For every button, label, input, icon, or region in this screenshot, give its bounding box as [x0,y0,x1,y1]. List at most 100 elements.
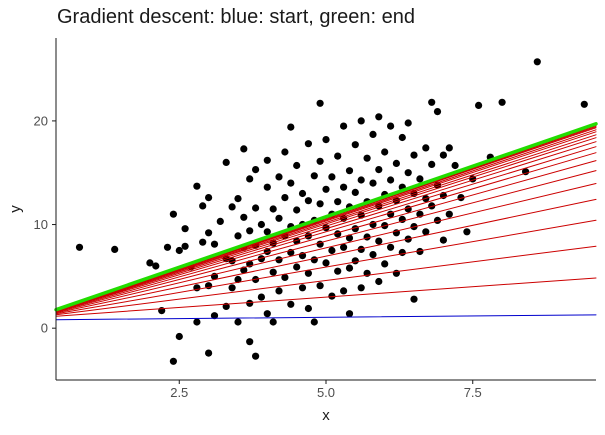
data-point [316,200,324,208]
data-point [199,238,207,246]
data-point [263,310,271,318]
data-point [304,197,312,205]
end-line [54,122,598,312]
data-point [369,130,377,138]
data-point [205,229,213,237]
data-point [375,277,383,286]
iteration-line [55,277,597,317]
data-point [357,117,365,125]
data-point [457,194,465,202]
data-point [257,220,265,229]
y-tick-label: 20 [34,113,48,128]
data-point [463,228,471,236]
data-point [439,151,447,159]
data-point [146,259,154,267]
data-point [433,108,442,116]
data-point [439,236,447,244]
y-tick-label: 10 [34,217,48,232]
data-point [392,159,400,167]
iteration-line [55,219,597,315]
iteration-line [55,146,597,312]
data-point [475,101,483,109]
data-point [199,202,207,210]
x-axis-title: x [322,407,330,424]
data-point [316,99,324,107]
data-point [252,166,260,174]
data-point [246,175,254,183]
fit-lines [54,122,598,321]
y-axis-title: y [7,205,24,213]
data-point [287,300,295,308]
data-point [416,175,424,183]
data-point [445,210,453,218]
data-point [240,145,248,153]
data-point [357,176,365,184]
data-point [340,183,348,191]
data-point [263,228,271,236]
data-point [404,169,412,177]
x-ticks: 2.5 5.0 7.5 [170,380,482,400]
iteration-line [55,152,597,312]
data-point [193,318,201,326]
data-point [257,293,265,301]
data-point [175,246,183,255]
axes: 2.5 5.0 7.5 0 10 20 x y [7,38,596,424]
data-point [234,275,242,284]
x-tick-label: 5.0 [317,385,335,400]
data-point [345,234,354,242]
data-point [351,188,359,196]
data-point [340,243,348,251]
data-point [345,310,354,318]
data-point [263,156,271,164]
data-point [357,245,365,253]
data-point [205,349,213,357]
data-point [375,113,383,121]
data-point [293,161,301,170]
data-point [228,284,236,292]
data-point [210,312,219,320]
data-point [275,287,283,295]
data-point [193,182,201,190]
data-point [351,141,359,149]
iteration-line [55,141,597,311]
data-point [334,267,342,275]
data-point [205,194,213,202]
data-point [246,299,254,307]
data-point [269,318,277,326]
data-point [263,183,271,191]
data-point [275,214,283,222]
data-point [298,284,307,292]
x-tick-label: 2.5 [170,385,188,400]
data-point [328,292,336,300]
data-point [340,122,348,130]
data-point [316,157,324,165]
iteration-line [55,134,597,311]
data-point [293,263,301,271]
data-point [240,213,248,221]
iteration-line [55,137,597,311]
data-point [304,140,312,148]
data-point [381,260,389,268]
data-point [252,352,260,360]
data-point [310,318,318,326]
data-point [175,332,183,341]
data-point [246,338,254,346]
data-point [281,194,289,202]
data-point [428,98,436,106]
data-point [111,245,119,253]
data-point [428,160,436,168]
data-point [387,243,395,251]
data-point [498,98,506,106]
data-point [369,251,377,259]
data-point [404,119,412,127]
iteration-line [55,160,597,312]
iteration-line [55,183,597,313]
data-point [375,166,383,174]
data-point [375,237,383,245]
data-point [181,242,189,250]
iteration-line [55,245,597,316]
data-point [310,256,318,264]
data-point [328,246,336,255]
data-point [387,176,395,184]
